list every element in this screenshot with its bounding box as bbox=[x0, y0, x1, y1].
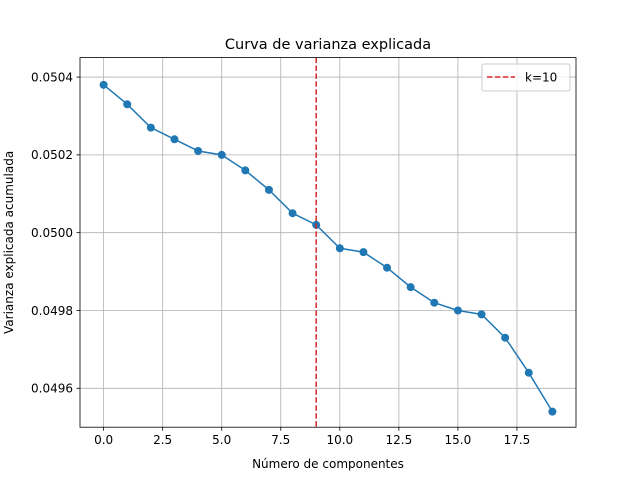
y-tick-label: 0.0496 bbox=[31, 382, 73, 396]
data-point bbox=[146, 123, 155, 132]
data-point bbox=[406, 283, 415, 292]
y-axis-ticks: 0.0496 0.0498 0.0500 0.0502 0.0504 bbox=[31, 70, 80, 396]
data-point bbox=[335, 244, 344, 253]
x-tick-label: 7.5 bbox=[271, 433, 290, 447]
data-point bbox=[524, 368, 533, 377]
x-axis-label: Número de componentes bbox=[252, 457, 404, 471]
y-tick-label: 0.0498 bbox=[31, 304, 73, 318]
chart-title: Curva de varianza explicada bbox=[225, 37, 431, 53]
data-point bbox=[288, 209, 297, 218]
x-tick-label: 0.0 bbox=[94, 433, 113, 447]
data-point bbox=[264, 185, 273, 194]
data-point bbox=[548, 407, 557, 416]
legend-box bbox=[481, 63, 571, 92]
data-point bbox=[99, 80, 108, 89]
data-point bbox=[241, 166, 250, 175]
y-tick-label: 0.0502 bbox=[31, 148, 73, 162]
data-point bbox=[123, 100, 132, 109]
y-tick-label: 0.0504 bbox=[31, 70, 73, 84]
series-layer bbox=[99, 80, 557, 416]
legend: k=10 bbox=[481, 63, 571, 92]
data-point bbox=[501, 333, 510, 342]
y-axis-label: Varianza explicada acumulada bbox=[2, 151, 16, 334]
legend-entry-label: k=10 bbox=[525, 71, 557, 85]
data-point bbox=[359, 248, 368, 257]
data-point bbox=[170, 135, 179, 144]
y-tick-label: 0.0500 bbox=[31, 226, 73, 240]
data-point bbox=[430, 298, 439, 307]
x-tick-label: 17.5 bbox=[504, 433, 531, 447]
x-tick-label: 15.0 bbox=[445, 433, 472, 447]
data-point bbox=[383, 263, 392, 272]
x-tick-label: 5.0 bbox=[212, 433, 231, 447]
x-tick-label: 2.5 bbox=[153, 433, 172, 447]
data-point bbox=[477, 310, 486, 319]
x-tick-label: 12.5 bbox=[385, 433, 412, 447]
data-point bbox=[453, 306, 462, 315]
x-tick-label: 10.0 bbox=[326, 433, 353, 447]
x-axis-ticks: 0.0 2.5 5.0 7.5 10.0 12.5 15.0 17.5 bbox=[94, 427, 530, 447]
grid bbox=[80, 57, 576, 428]
plot-frame bbox=[79, 57, 577, 428]
data-point bbox=[217, 150, 226, 159]
data-point bbox=[194, 146, 203, 155]
